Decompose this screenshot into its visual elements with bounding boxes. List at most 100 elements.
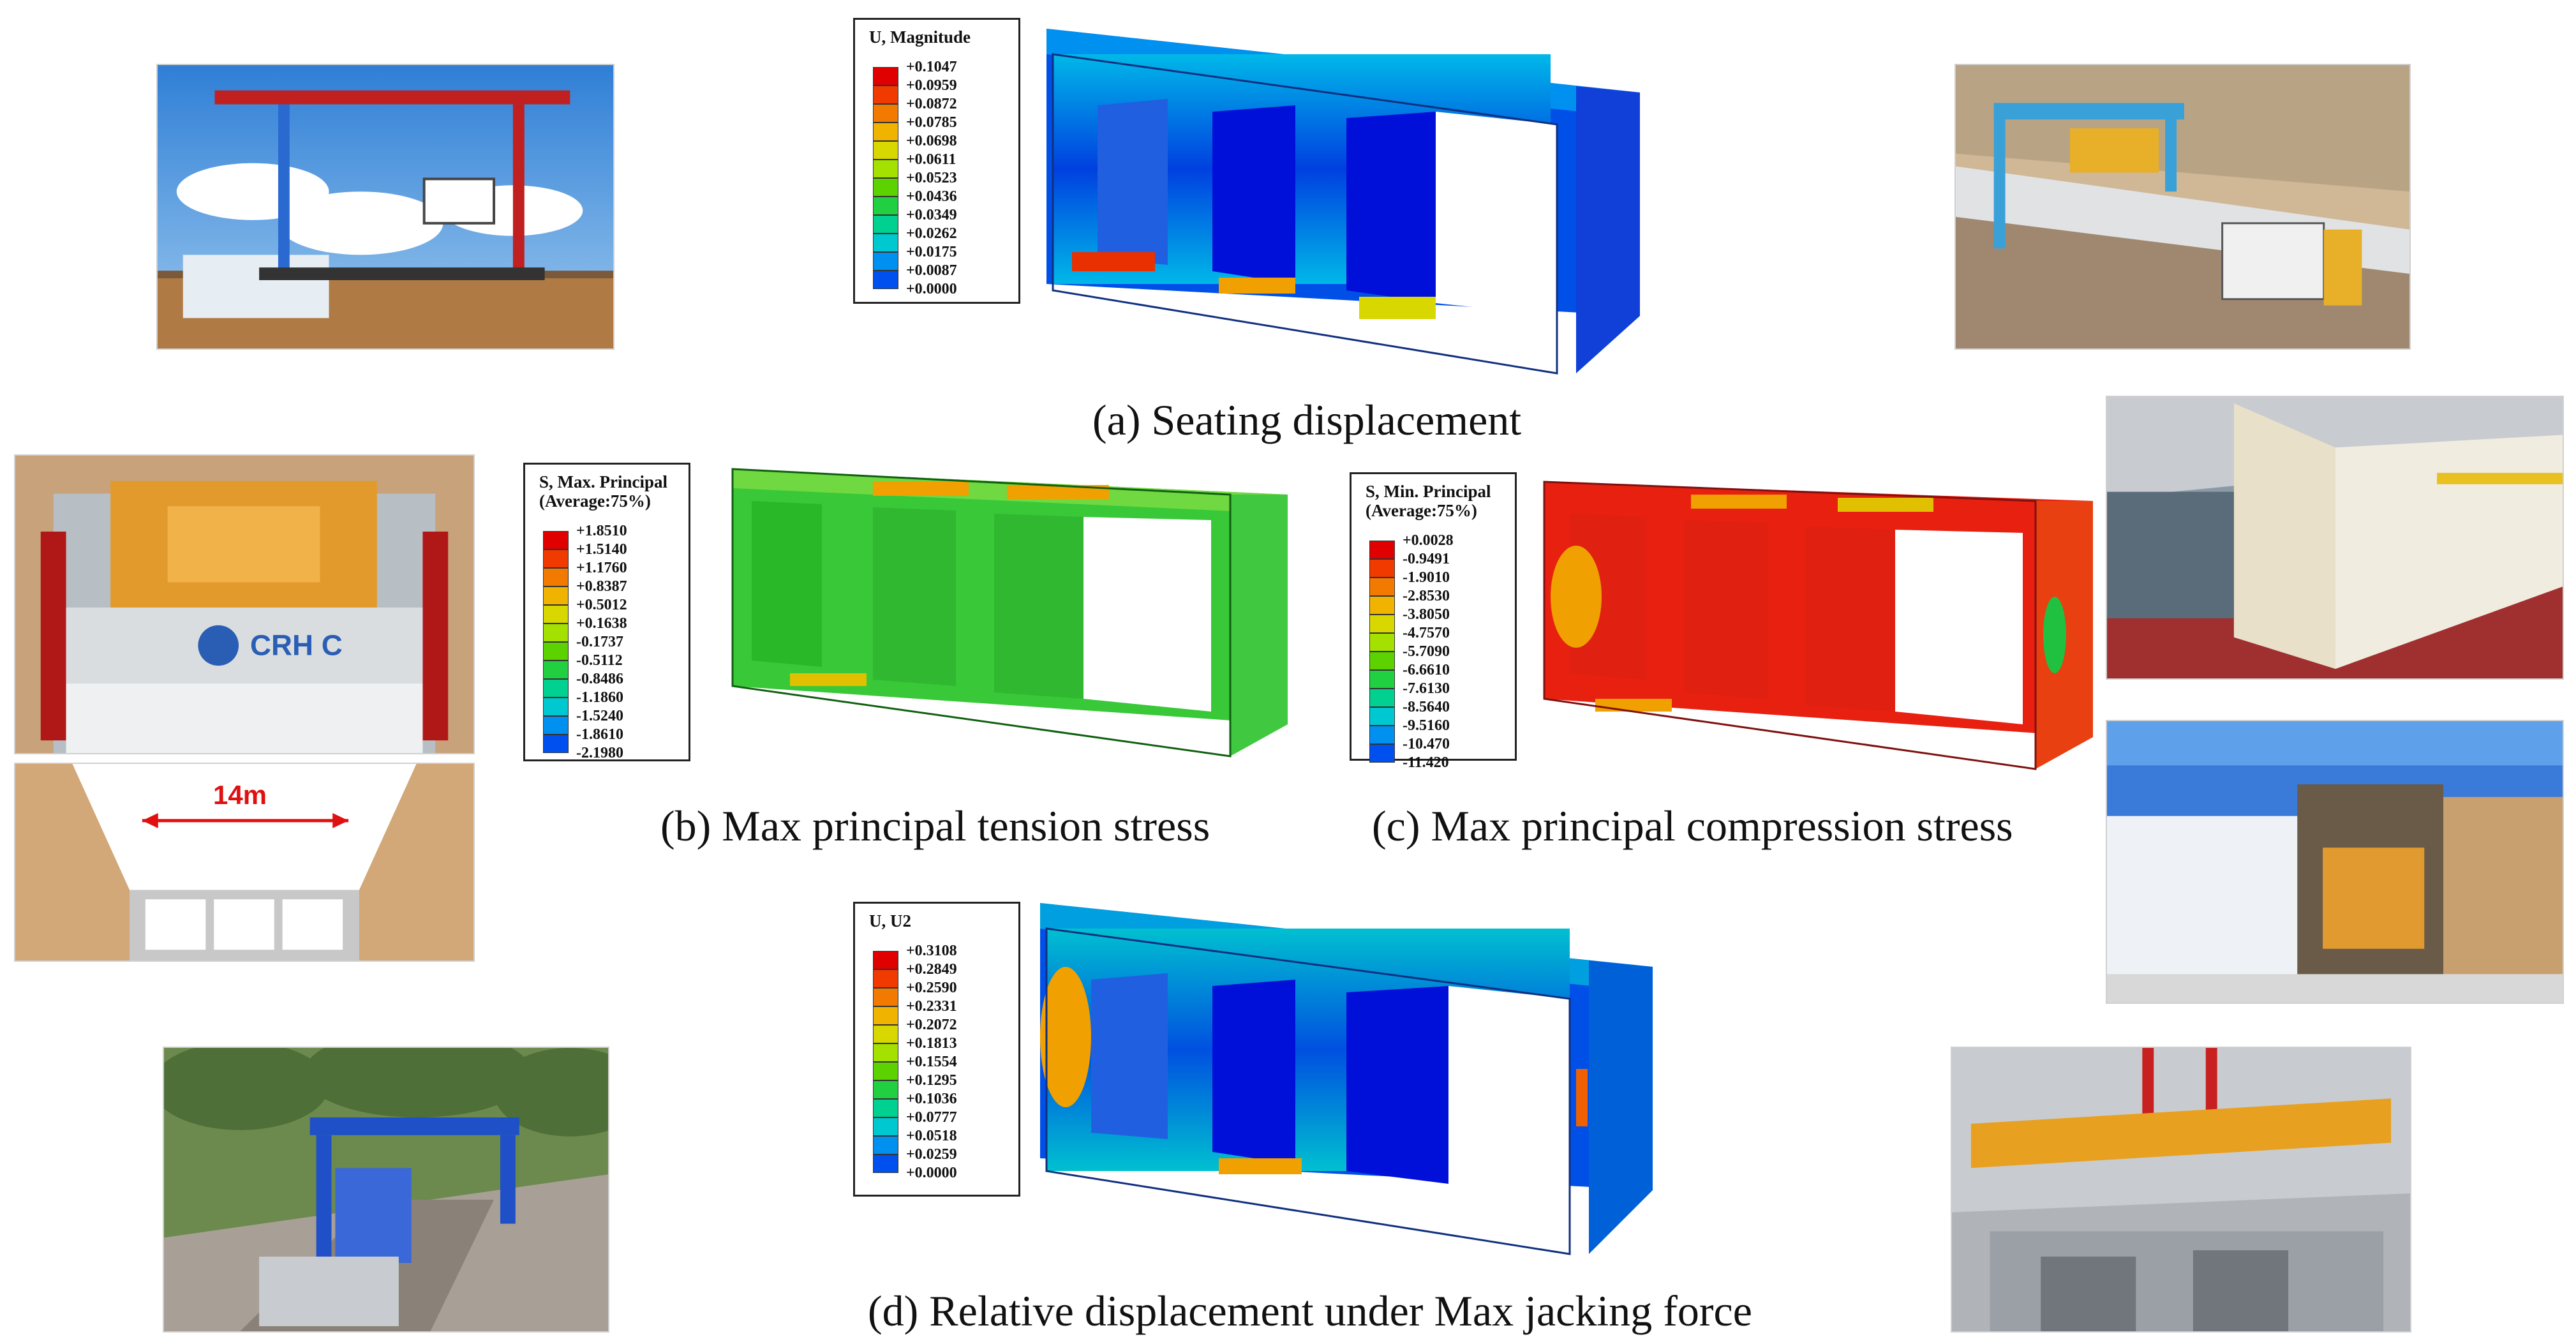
legend-value: +0.2331 (906, 998, 957, 1015)
legend-value: +0.2072 (906, 1017, 957, 1033)
legend-color-band (873, 197, 898, 215)
legend-value: +1.5140 (576, 541, 627, 558)
legend-value: -6.6610 (1403, 662, 1450, 678)
legend-value: -0.9491 (1403, 551, 1450, 567)
legend-value: +0.0028 (1403, 532, 1454, 549)
plant-render-photo (2106, 720, 2564, 1004)
legend-color-band (1369, 633, 1395, 652)
legend-value: +0.1813 (906, 1035, 957, 1052)
legend-color-band (873, 234, 898, 252)
legend-color-band (1369, 615, 1395, 633)
legend-value: -2.1980 (576, 745, 623, 761)
legend-u2-displacement: U, U2 +0.3108 +0.2849 +0.2590 +0.2331 +0.207… (853, 902, 1020, 1197)
legend-color-band (873, 67, 898, 86)
legend-value: +0.0000 (906, 281, 957, 297)
legend-color-band (543, 679, 569, 698)
gantry-render-photo (163, 1047, 609, 1333)
legend-color-band (873, 1117, 898, 1136)
legend-color-band (543, 716, 569, 735)
legend-value: +0.0959 (906, 77, 957, 94)
legend-value: -0.8486 (576, 671, 623, 687)
caption-c: (c) Max principal compression stress (1372, 802, 2013, 850)
legend-color-band (1369, 578, 1395, 596)
legend-value: +0.5012 (576, 597, 627, 613)
legend-color-band (873, 988, 898, 1006)
legend-value: -11.420 (1403, 754, 1449, 771)
legend-color-band (543, 549, 569, 568)
legend-color-band (873, 1006, 898, 1025)
legend-value: +0.0436 (906, 188, 957, 205)
legend-color-band (873, 160, 898, 178)
legend-value: +0.0175 (906, 244, 957, 260)
legend-value: +0.0262 (906, 225, 957, 242)
legend-value: +0.0523 (906, 170, 957, 186)
legend-value: -0.1737 (576, 634, 623, 650)
legend-color-band (873, 178, 898, 197)
legend-color-band (873, 1136, 898, 1154)
legend-value: -1.9010 (1403, 569, 1450, 586)
legend-value: -2.8530 (1403, 588, 1450, 604)
legend-color-band (873, 86, 898, 104)
legend-value: +0.1295 (906, 1072, 957, 1089)
legend-color-band (873, 271, 898, 289)
legend-color-band (543, 735, 569, 753)
crane-site-photo (1954, 64, 2411, 350)
legend-value: +0.0259 (906, 1146, 957, 1163)
gantry-crane-render-photo (156, 64, 614, 350)
legend-color-band (1369, 744, 1395, 763)
legend-color-band (873, 951, 898, 969)
legend-color-band (873, 1062, 898, 1080)
legend-value: -1.1860 (576, 689, 623, 706)
legend-title: U, U2 (869, 911, 911, 930)
lifting-spreader-photo (1951, 1047, 2411, 1333)
legend-title: U, Magnitude (869, 27, 971, 47)
fea-model-seating (1027, 16, 1640, 392)
legend-value: +0.1036 (906, 1091, 957, 1107)
legend-value: +0.0698 (906, 133, 957, 149)
caption-d: (d) Relative displacement under Max jack… (868, 1287, 1752, 1335)
fea-model-compression (1538, 469, 2099, 775)
legend-value: +0.0785 (906, 114, 957, 131)
legend-color-band (543, 642, 569, 661)
caption-b: (b) Max principal tension stress (660, 802, 1210, 850)
dimension-label: 14m (213, 780, 267, 810)
legend-value: +0.0777 (906, 1109, 957, 1126)
crhc-logo-text: CRH C (250, 629, 343, 661)
legend-value: -1.5240 (576, 708, 623, 724)
legend-value: -8.5640 (1403, 699, 1450, 715)
legend-color-band (873, 1043, 898, 1062)
legend-value: -7.6130 (1403, 680, 1450, 697)
legend-value: +0.2849 (906, 961, 957, 978)
legend-color-band (543, 605, 569, 623)
legend-color-band (873, 1099, 898, 1117)
legend-value: +0.1638 (576, 615, 627, 632)
legend-value: +0.0611 (906, 151, 957, 168)
legend-color-band (873, 1080, 898, 1099)
legend-color-band (873, 969, 898, 988)
factory-photo (2106, 396, 2564, 680)
legend-seating-displacement: U, Magnitude +0.1047 +0.0959 +0.0872 +0.078… (853, 18, 1020, 304)
legend-color-band (1369, 559, 1395, 578)
legend-max-principal: S, Max. Principal (Average:75%) +1.8510 +… (523, 463, 690, 761)
legend-value: +0.0000 (906, 1165, 957, 1181)
legend-min-principal: S, Min. Principal (Average:75%) +0.0028 -… (1350, 472, 1517, 770)
legend-value: -3.8050 (1403, 606, 1450, 623)
legend-value: +0.8387 (576, 578, 627, 595)
legend-title: S, Max. Principal (Average:75%) (539, 472, 667, 511)
legend-value: +0.0349 (906, 207, 957, 223)
legend-color-band (543, 698, 569, 716)
legend-value: -9.5160 (1403, 717, 1450, 734)
cross-section-diagram: 14m (14, 763, 475, 962)
legend-value: -0.5112 (576, 652, 623, 669)
legend-color-band (873, 1154, 898, 1173)
legend-value: +1.8510 (576, 523, 627, 539)
legend-color-band (1369, 596, 1395, 615)
legend-value: +0.0518 (906, 1128, 957, 1144)
legend-color-band (543, 531, 569, 549)
legend-color-band (873, 1025, 898, 1043)
legend-color-band (1369, 670, 1395, 689)
machine-render-photo: CRH C (14, 454, 475, 754)
legend-value: -4.7570 (1403, 625, 1450, 641)
legend-title: S, Min. Principal (Average:75%) (1366, 482, 1491, 520)
legend-value: +0.0872 (906, 96, 957, 112)
